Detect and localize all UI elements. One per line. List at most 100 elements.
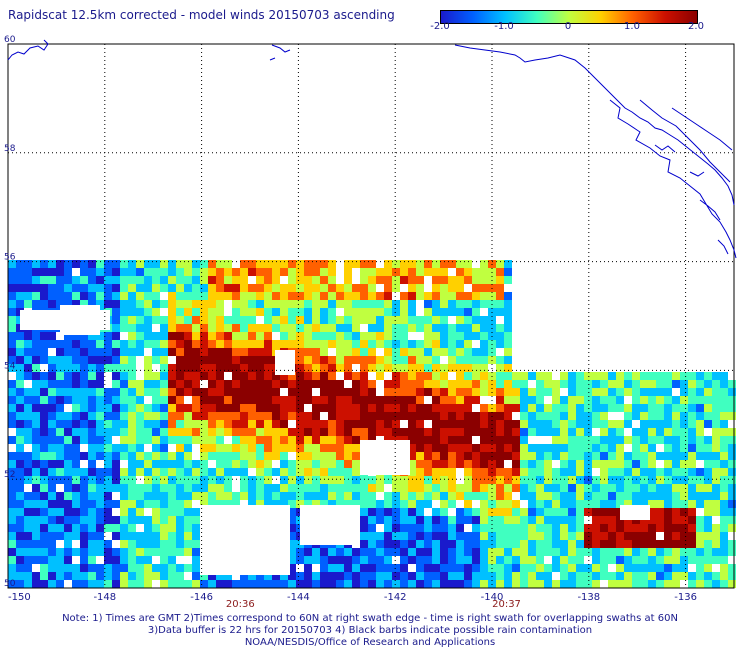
wind-diff-cell (24, 524, 32, 532)
wind-diff-cell (672, 492, 680, 500)
wind-diff-cell (48, 356, 56, 364)
wind-diff-cell (536, 412, 544, 420)
wind-diff-cell (40, 500, 48, 508)
wind-diff-cell (304, 300, 312, 308)
wind-diff-cell (408, 324, 416, 332)
wind-diff-cell (624, 412, 632, 420)
wind-diff-cell (688, 580, 696, 588)
wind-diff-cell (152, 428, 160, 436)
wind-diff-cell (232, 452, 240, 460)
wind-diff-cell (640, 460, 648, 468)
wind-diff-cell (632, 388, 640, 396)
wind-diff-cell (416, 444, 424, 452)
wind-diff-cell (304, 476, 312, 484)
wind-diff-cell (272, 316, 280, 324)
wind-diff-cell (568, 508, 576, 516)
wind-diff-cell (328, 356, 336, 364)
wind-diff-cell (720, 548, 728, 556)
wind-diff-cell (344, 564, 352, 572)
wind-diff-cell (240, 308, 248, 316)
wind-diff-cell (64, 300, 72, 308)
wind-diff-cell (184, 380, 192, 388)
wind-diff-cell (448, 564, 456, 572)
wind-diff-cell (240, 468, 248, 476)
wind-diff-cell (376, 268, 384, 276)
wind-diff-cell (640, 532, 648, 540)
wind-diff-cell (728, 476, 736, 484)
wind-diff-cell (616, 404, 624, 412)
wind-diff-cell (544, 476, 552, 484)
wind-diff-cell (304, 556, 312, 564)
wind-diff-cell (712, 548, 720, 556)
wind-diff-cell (592, 388, 600, 396)
wind-diff-cell (184, 364, 192, 372)
wind-diff-cell (8, 340, 16, 348)
wind-diff-cell (120, 316, 128, 324)
wind-diff-cell (240, 428, 248, 436)
wind-diff-cell (96, 540, 104, 548)
wind-diff-cell (288, 500, 296, 508)
wind-diff-cell (32, 484, 40, 492)
wind-diff-cell (112, 500, 120, 508)
wind-diff-cell (368, 364, 376, 372)
wind-diff-cell (648, 548, 656, 556)
wind-diff-cell (320, 572, 328, 580)
wind-diff-cell (648, 380, 656, 388)
wind-diff-cell (672, 372, 680, 380)
wind-diff-cell (704, 484, 712, 492)
wind-diff-cell (136, 556, 144, 564)
wind-diff-cell (360, 484, 368, 492)
wind-diff-cell (424, 388, 432, 396)
wind-diff-cell (608, 508, 616, 516)
wind-diff-cell (496, 300, 504, 308)
wind-diff-cell (656, 388, 664, 396)
wind-diff-cell (208, 316, 216, 324)
wind-diff-cell (72, 516, 80, 524)
wind-diff-cell (48, 364, 56, 372)
wind-diff-cell (80, 492, 88, 500)
wind-diff-cell (568, 572, 576, 580)
wind-diff-cell (336, 580, 344, 588)
wind-diff-cell (512, 428, 520, 436)
wind-diff-cell (608, 380, 616, 388)
wind-diff-cell (192, 468, 200, 476)
wind-diff-cell (240, 572, 248, 580)
wind-diff-cell (576, 524, 584, 532)
wind-diff-cell (504, 436, 512, 444)
wind-diff-cell (536, 508, 544, 516)
wind-diff-cell (8, 436, 16, 444)
wind-diff-cell (360, 556, 368, 564)
wind-diff-cell (400, 316, 408, 324)
wind-diff-cell (296, 348, 304, 356)
wind-diff-cell (584, 396, 592, 404)
wind-diff-cell (672, 476, 680, 484)
wind-diff-cell (440, 388, 448, 396)
wind-diff-cell (696, 388, 704, 396)
wind-diff-cell (384, 476, 392, 484)
wind-diff-cell (40, 516, 48, 524)
wind-diff-cell (16, 356, 24, 364)
wind-diff-cell (160, 436, 168, 444)
wind-diff-cell (448, 276, 456, 284)
wind-diff-cell (600, 500, 608, 508)
wind-diff-cell (264, 492, 272, 500)
wind-diff-cell (560, 380, 568, 388)
wind-diff-cell (632, 404, 640, 412)
wind-diff-cell (64, 340, 72, 348)
wind-diff-cell (592, 548, 600, 556)
wind-diff-cell (432, 580, 440, 588)
wind-diff-cell (408, 380, 416, 388)
wind-diff-cell (48, 556, 56, 564)
wind-diff-cell (96, 388, 104, 396)
wind-diff-cell (128, 548, 136, 556)
wind-diff-cell (104, 468, 112, 476)
wind-diff-cell (24, 372, 32, 380)
wind-diff-cell (512, 540, 520, 548)
wind-diff-cell (592, 556, 600, 564)
wind-diff-cell (112, 556, 120, 564)
wind-diff-cell (456, 452, 464, 460)
wind-diff-cell (24, 572, 32, 580)
wind-diff-cell (720, 444, 728, 452)
wind-diff-cell (296, 484, 304, 492)
